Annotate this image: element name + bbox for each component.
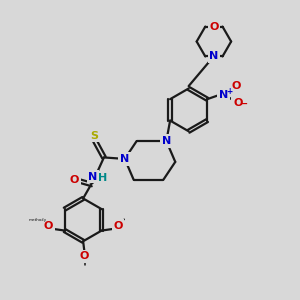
Text: O: O bbox=[70, 175, 79, 185]
Text: −: − bbox=[240, 99, 248, 109]
Text: +: + bbox=[226, 87, 232, 96]
Text: O: O bbox=[44, 221, 53, 231]
Text: N: N bbox=[209, 51, 218, 61]
Text: N: N bbox=[88, 172, 98, 182]
Text: methoxy: methoxy bbox=[29, 218, 47, 222]
Text: O: O bbox=[231, 81, 241, 92]
Text: O: O bbox=[113, 221, 123, 231]
Text: H: H bbox=[98, 172, 108, 183]
Text: N: N bbox=[162, 136, 171, 146]
Text: N: N bbox=[120, 154, 129, 164]
Text: N: N bbox=[219, 90, 228, 100]
Text: S: S bbox=[90, 131, 98, 141]
Text: O: O bbox=[209, 22, 219, 32]
Text: O: O bbox=[233, 98, 242, 108]
Text: O: O bbox=[80, 251, 89, 261]
